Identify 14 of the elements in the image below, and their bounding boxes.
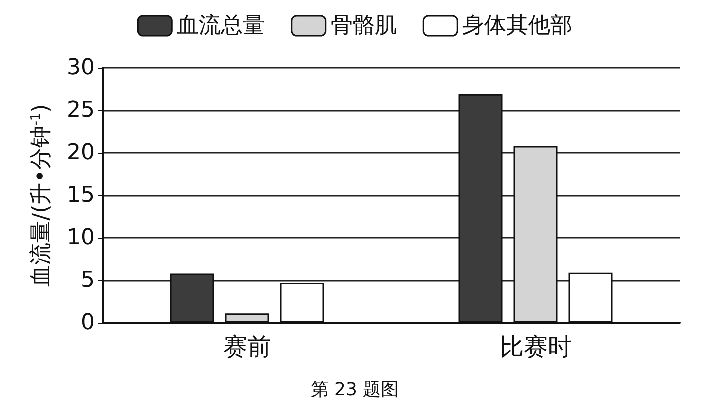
y-tick-label: 5 (81, 268, 95, 293)
legend-label: 血流总量 (177, 14, 266, 38)
y-tick-label: 30 (67, 56, 95, 80)
legend-label: 身体其他部 (462, 14, 573, 38)
y-tick-label: 25 (67, 98, 95, 123)
y-tick-label: 10 (67, 226, 95, 250)
y-tick-label: 15 (67, 183, 95, 208)
x-tick-label: 赛前 (223, 333, 272, 361)
legend-label: 骨骼肌 (330, 14, 397, 38)
y-tick-label: 20 (67, 140, 95, 166)
x-tick-label: 比赛时 (500, 333, 572, 361)
text: 第 23 题图 (310, 380, 400, 400)
y-tick-label: 0 (81, 310, 95, 336)
y-axis-title: 血流量/(升•分钟-1) (29, 104, 54, 287)
